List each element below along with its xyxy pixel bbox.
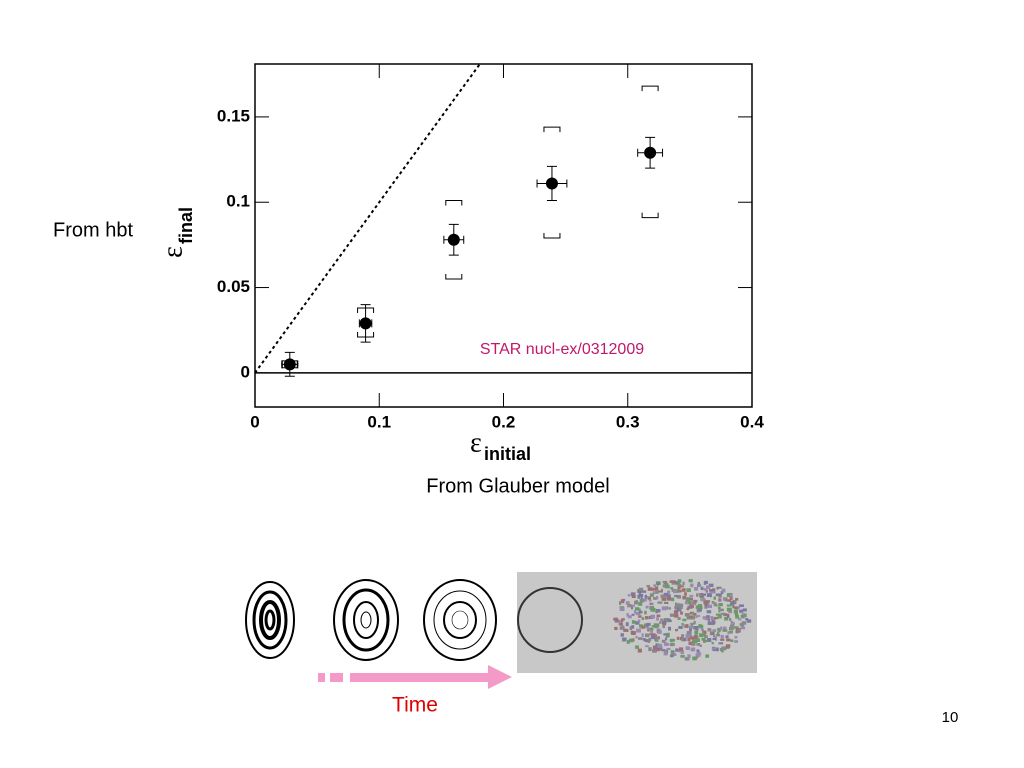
y-axis-label-sub: final <box>176 207 196 244</box>
evolution-figures <box>245 572 757 689</box>
x-tick-label: 0.3 <box>616 412 640 431</box>
y-tick-label: 0.05 <box>217 277 250 296</box>
x-axis-label-sub: initial <box>484 444 531 464</box>
sys-bracket-low <box>641 212 659 219</box>
annotation: STAR nucl-ex/0312009 <box>480 341 644 358</box>
slide-number: 10 <box>942 709 959 726</box>
sys-bracket-high <box>641 85 659 92</box>
sys-bracket-low <box>543 233 561 239</box>
data-point <box>447 233 460 246</box>
x-source-note: From Glauber model <box>426 475 609 497</box>
data-point <box>359 317 372 330</box>
x-tick-label: 0.1 <box>367 412 391 431</box>
identity-line <box>254 63 481 374</box>
sys-bracket-high <box>543 126 561 133</box>
data-point <box>545 177 558 190</box>
x-axis-label: ε <box>470 427 482 458</box>
time-label: Time <box>392 694 438 717</box>
y-tick-label: 0 <box>241 362 250 381</box>
y-axis-label-symbol: ε <box>157 246 188 258</box>
data-point <box>644 146 657 159</box>
y-axis-label: ε final <box>157 207 195 258</box>
y-tick-label: 0.1 <box>226 192 250 211</box>
sys-bracket-high <box>445 200 463 206</box>
x-tick-label: 0 <box>250 412 259 431</box>
y-source-note: From hbt <box>53 219 133 241</box>
data-point <box>283 358 296 371</box>
sys-bracket-low <box>445 274 463 280</box>
y-tick-label: 0.15 <box>217 106 250 125</box>
x-tick-label: 0.4 <box>740 412 764 431</box>
x-tick-label: 0.2 <box>492 412 516 431</box>
